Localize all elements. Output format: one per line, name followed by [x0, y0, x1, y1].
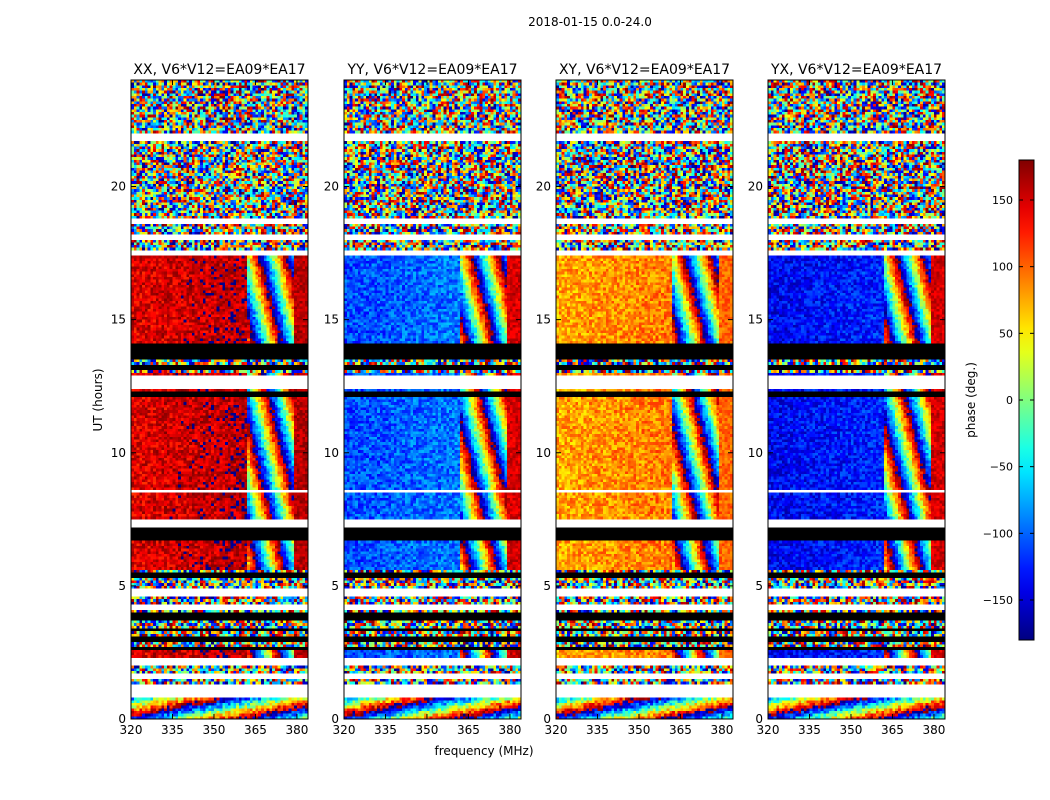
y-tick-label: 15: [748, 313, 763, 327]
y-tick-label: 0: [755, 712, 763, 726]
y-tick-label: 20: [324, 180, 339, 194]
x-tick-label: 320: [333, 723, 356, 737]
figure-suptitle: 2018-01-15 0.0-24.0: [528, 15, 652, 29]
y-tick-label: 10: [111, 446, 126, 460]
x-tick-label: 350: [628, 723, 651, 737]
y-tick-label: 10: [536, 446, 551, 460]
panels-group: XX, V6*V12=EA09*EA17 320 335 350 365 380 0 5 10 1…: [111, 62, 946, 737]
x-tick-label: 365: [457, 723, 480, 737]
panel-heatmap: [131, 80, 308, 719]
panel-title: XX, V6*V12=EA09*EA17: [133, 62, 305, 78]
y-tick-label: 5: [755, 579, 763, 593]
colorbar-tick-label: 100: [992, 261, 1013, 274]
x-tick-label: 320: [545, 723, 568, 737]
panel-1: XX, V6*V12=EA09*EA17 320 335 350 365 380 0 5 10 1…: [111, 62, 309, 737]
y-tick-label: 15: [324, 313, 339, 327]
panel-frame: [767, 79, 946, 720]
y-tick-label: 15: [111, 313, 126, 327]
x-tick-label: 335: [374, 723, 397, 737]
panel-frame: [130, 79, 309, 720]
panel-title: XY, V6*V12=EA09*EA17: [559, 62, 730, 78]
colorbar-tick-label: −50: [990, 461, 1013, 474]
x-tick-label: 380: [922, 723, 945, 737]
y-tick-label: 0: [543, 712, 551, 726]
y-tick-label: 10: [324, 446, 339, 460]
y-tick-label: 10: [748, 446, 763, 460]
colorbar-tick-label: −150: [983, 594, 1013, 607]
y-tick-label: 0: [118, 712, 126, 726]
x-tick-label: 350: [416, 723, 439, 737]
panel-frame: [555, 79, 734, 720]
x-axis-label: frequency (MHz): [434, 744, 533, 758]
y-tick-label: 0: [331, 712, 339, 726]
x-tick-label: 380: [285, 723, 308, 737]
x-tick-label: 365: [669, 723, 692, 737]
colorbar-tick-label: 150: [992, 194, 1013, 207]
y-tick-label: 20: [748, 180, 763, 194]
y-axis-label: UT (hours): [91, 368, 105, 431]
x-tick-label: 320: [757, 723, 780, 737]
x-tick-label: 380: [710, 723, 733, 737]
x-tick-label: 335: [798, 723, 821, 737]
x-tick-label: 350: [840, 723, 863, 737]
colorbar-label: phase (deg.): [964, 362, 978, 438]
x-tick-label: 365: [244, 723, 267, 737]
panel-frame: [343, 79, 522, 720]
y-tick-label: 5: [118, 579, 126, 593]
x-tick-label: 380: [498, 723, 521, 737]
x-tick-label: 350: [203, 723, 226, 737]
y-tick-label: 20: [111, 180, 126, 194]
x-tick-label: 365: [881, 723, 904, 737]
panel-2: YY, V6*V12=EA09*EA17 320 335 350 365 380 0 5 10 1…: [324, 62, 522, 737]
y-tick-label: 5: [543, 579, 551, 593]
colorbar: −150 −100 −50 0 50 100 150: [983, 159, 1035, 641]
colorbar-tick-label: 0: [1006, 394, 1013, 407]
panel-title: YX, V6*V12=EA09*EA17: [770, 62, 942, 78]
colorbar-tick-label: −100: [983, 527, 1013, 540]
panel-4: YX, V6*V12=EA09*EA17 320 335 350 365 380 0 5 10 1…: [748, 62, 946, 737]
panel-heatmap: [768, 80, 945, 719]
y-tick-label: 15: [536, 313, 551, 327]
panel-title: YY, V6*V12=EA09*EA17: [346, 62, 517, 78]
panel-heatmap: [344, 80, 521, 719]
x-tick-label: 320: [120, 723, 143, 737]
panel-3: XY, V6*V12=EA09*EA17 320 335 350 365 380 0 5 10 1…: [536, 62, 734, 737]
y-tick-label: 5: [331, 579, 339, 593]
x-tick-label: 335: [161, 723, 184, 737]
x-tick-label: 335: [586, 723, 609, 737]
colorbar-tick-label: 50: [999, 327, 1013, 340]
panel-heatmap: [556, 80, 733, 719]
y-tick-label: 20: [536, 180, 551, 194]
